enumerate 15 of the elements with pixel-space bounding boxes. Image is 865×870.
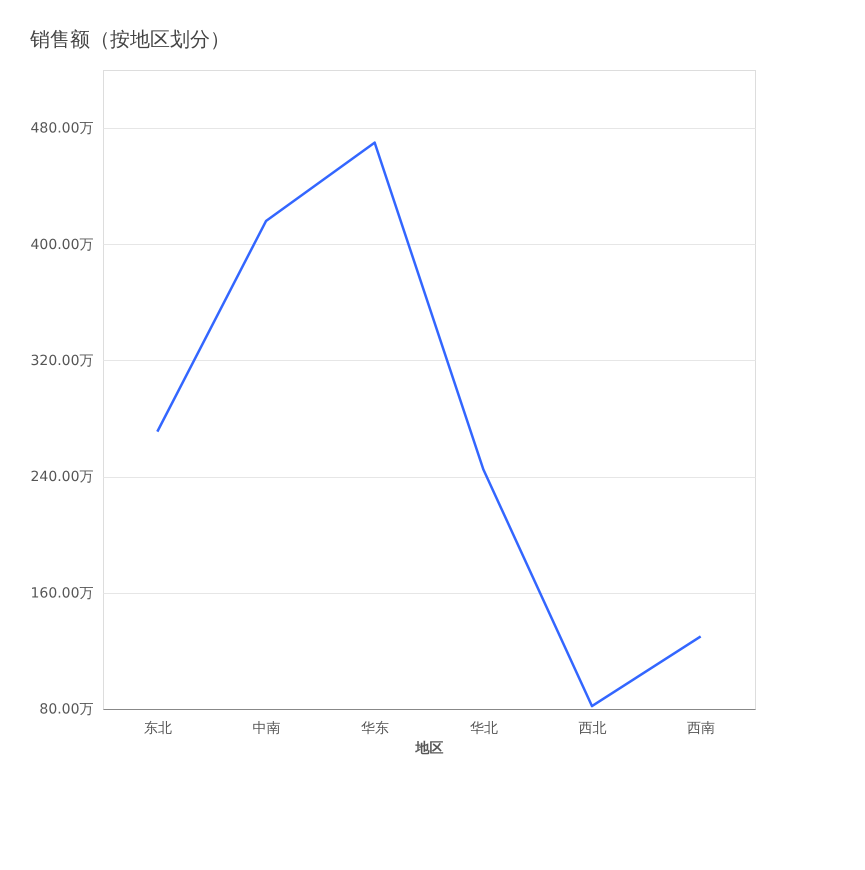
x-axis-title: 地区	[414, 740, 444, 756]
x-tick-label: 华东	[361, 720, 390, 736]
x-tick-label: 西北	[578, 720, 606, 736]
x-tick-label: 东北	[144, 720, 172, 736]
y-tick-label: 160.00万	[30, 585, 94, 602]
x-tick-label: 华北	[470, 720, 498, 736]
y-tick-label: 240.00万	[30, 469, 94, 486]
y-tick-label: 80.00万	[39, 702, 94, 718]
x-tick-label: 西南	[687, 720, 716, 736]
chart-title: 销售额（按地区划分）	[29, 27, 230, 51]
line-series	[156, 141, 702, 708]
x-tick-label: 中南	[252, 720, 280, 736]
y-tick-label: 320.00万	[30, 352, 94, 369]
y-tick-label: 400.00万	[30, 236, 94, 253]
y-tick-label: 480.00万	[30, 120, 94, 137]
